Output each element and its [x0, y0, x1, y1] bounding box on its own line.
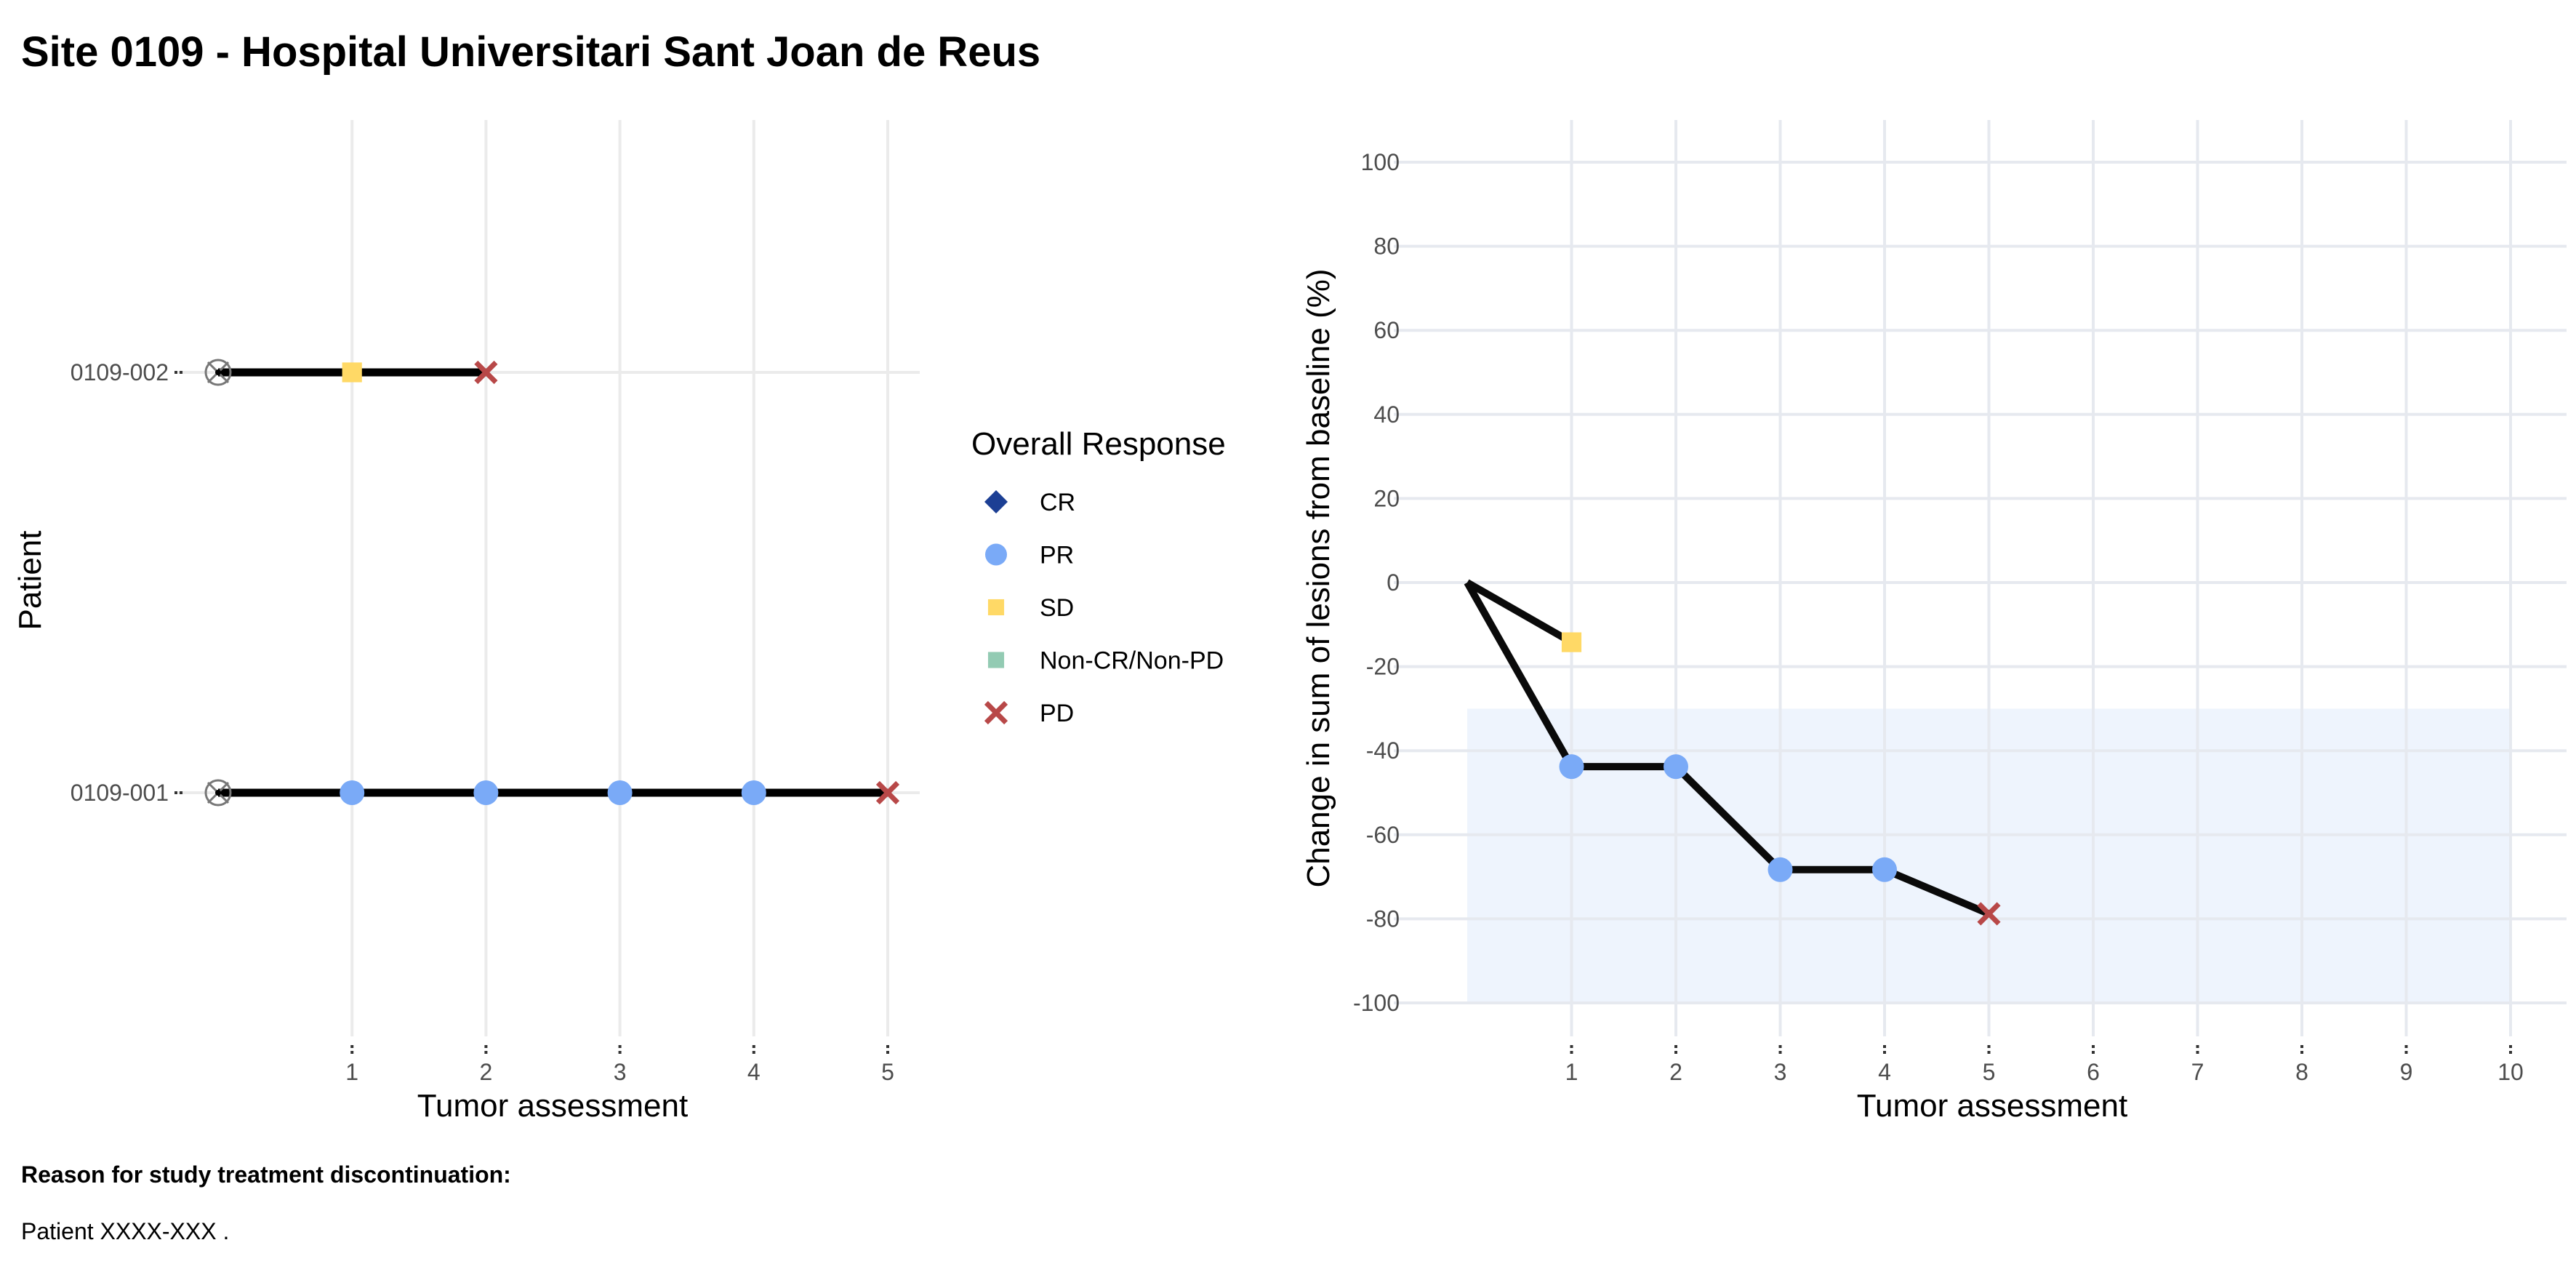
response-legend: Overall Response CR PR SD Non-CR/Non-PD PD [971, 426, 1226, 727]
reason-label: Reason for study treatment discontinuati… [21, 1161, 511, 1188]
marker-pd [474, 360, 498, 385]
x-tick-label: 1 [1565, 1059, 1578, 1085]
x-tick-label: 4 [747, 1059, 761, 1085]
legend-label-pr: PR [1040, 542, 1074, 569]
series-line [1465, 579, 1573, 646]
legend-entry-pr: PR [985, 542, 1074, 569]
series-line [1464, 580, 1991, 918]
cross-stroke [984, 700, 1008, 725]
target-dot [215, 369, 221, 375]
legend-title: Overall Response [971, 426, 1226, 462]
marker-pr [473, 780, 499, 805]
target-ring [204, 779, 232, 807]
legend-label-sd: SD [1040, 594, 1074, 622]
x-tick-label: 10 [2497, 1059, 2524, 1085]
y-tick-label: -20 [1366, 654, 1400, 680]
target-ring [204, 359, 232, 386]
x-tick-label: 2 [1669, 1059, 1682, 1085]
change-from-baseline-chart: 100 80 60 40 20 0 -20 -40 -60 -80 -100 1 2 3 4 5 6 7 8 9 10 T… [1301, 120, 2567, 1124]
marker-pr [607, 780, 633, 805]
x-tick-label: 7 [2191, 1059, 2204, 1085]
x-tick-label: 3 [614, 1059, 627, 1085]
point-pr [1872, 857, 1897, 882]
x-tick-label: 2 [480, 1059, 493, 1085]
y-tick-label: 20 [1373, 485, 1400, 511]
page-title: Site 0109 - Hospital Universitari Sant J… [21, 28, 1041, 76]
point-pr [1664, 754, 1688, 780]
y-tick-label: 40 [1373, 401, 1400, 428]
legend-entry-sd: SD [987, 594, 1074, 622]
marker-pd [875, 780, 900, 805]
x-tick-label: 4 [1878, 1059, 1891, 1085]
x-tick-label: 9 [2400, 1059, 2413, 1085]
y-tick-label: 60 [1373, 317, 1400, 343]
cross-stroke [1977, 902, 2001, 926]
x-tick-label: 5 [1983, 1059, 1996, 1085]
legend-entry-cr: CR [984, 489, 1075, 516]
legend-swatch-non-cr-non-pd [987, 652, 1005, 668]
y-axis-title: Patient [12, 531, 48, 631]
y-tick-label: 0 [1387, 569, 1400, 596]
legend-label-cr: CR [1040, 489, 1075, 516]
y-axis-title: Change in sum of lesions from baseline (… [1301, 268, 1336, 887]
patient-label: 0109-002 [71, 359, 169, 385]
cross-stroke [875, 780, 900, 805]
y-tick-label: -60 [1366, 822, 1400, 848]
legend-entry-pd: PD [984, 700, 1074, 727]
series-2 [1464, 580, 2001, 926]
point-pr [1768, 857, 1793, 882]
y-tick-label: 100 [1361, 149, 1400, 175]
patient-row-0109-001: 0109-001 [71, 779, 900, 807]
x-tick-label: 6 [2087, 1059, 2100, 1085]
x-axis-title: Tumor assessment [1857, 1088, 2127, 1124]
marker-sd [342, 362, 362, 383]
target-icon [204, 359, 232, 386]
x-axis-title: Tumor assessment [417, 1088, 688, 1124]
y-tick-label: -40 [1366, 737, 1400, 764]
target-dot [215, 790, 221, 796]
series-1 [1465, 579, 1582, 652]
legend-entry-non-cr-non-pd: Non-CR/Non-PD [987, 647, 1224, 675]
cross-stroke [474, 360, 498, 385]
legend-swatch-pd [984, 700, 1008, 725]
target-icon [204, 779, 232, 807]
legend-swatch-pr [985, 543, 1007, 566]
marker-pr [340, 780, 365, 805]
legend-label-pd: PD [1040, 700, 1074, 727]
legend-swatch-cr [984, 490, 1008, 513]
patient-row-0109-002: 0109-002 [71, 359, 498, 386]
y-tick-label: 80 [1373, 233, 1400, 260]
legend-swatch-sd [987, 599, 1005, 616]
x-tick-label: 8 [2295, 1059, 2308, 1085]
x-tick-label: 3 [1774, 1059, 1787, 1085]
x-tick-label: 1 [345, 1059, 358, 1085]
swimmer-chart: 1 2 3 4 5 Tumor assessment Patient 0109-002 0109… [12, 120, 920, 1124]
point-pd [1977, 902, 2001, 926]
y-tick-label: -100 [1353, 990, 1400, 1016]
patient-label: 0109-001 [71, 780, 169, 806]
reason-text: Patient XXXX-XXX . [21, 1218, 230, 1244]
legend-label-non-cr-non-pd: Non-CR/Non-PD [1040, 647, 1224, 675]
x-tick-label: 5 [881, 1059, 894, 1085]
y-tick-label: -80 [1366, 905, 1400, 932]
point-sd [1561, 632, 1582, 652]
point-pr [1559, 754, 1584, 780]
marker-pr [741, 780, 766, 805]
